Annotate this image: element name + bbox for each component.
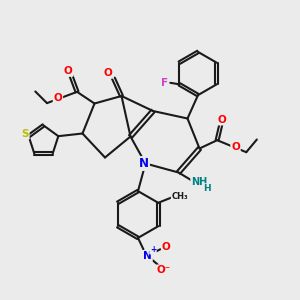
Text: O: O: [64, 66, 73, 76]
Text: +: +: [150, 245, 156, 254]
Text: H: H: [203, 184, 211, 193]
Text: N: N: [139, 157, 149, 170]
Text: O⁻: O⁻: [157, 265, 171, 275]
Text: CH₃: CH₃: [172, 192, 188, 201]
Text: O: O: [53, 93, 62, 103]
Text: N: N: [143, 251, 152, 261]
Text: F: F: [161, 78, 168, 88]
Text: O: O: [218, 115, 226, 124]
Text: NH: NH: [191, 178, 207, 188]
Text: O: O: [104, 68, 112, 78]
Text: S: S: [21, 129, 29, 139]
Text: O: O: [231, 142, 240, 152]
Text: O: O: [162, 242, 171, 252]
